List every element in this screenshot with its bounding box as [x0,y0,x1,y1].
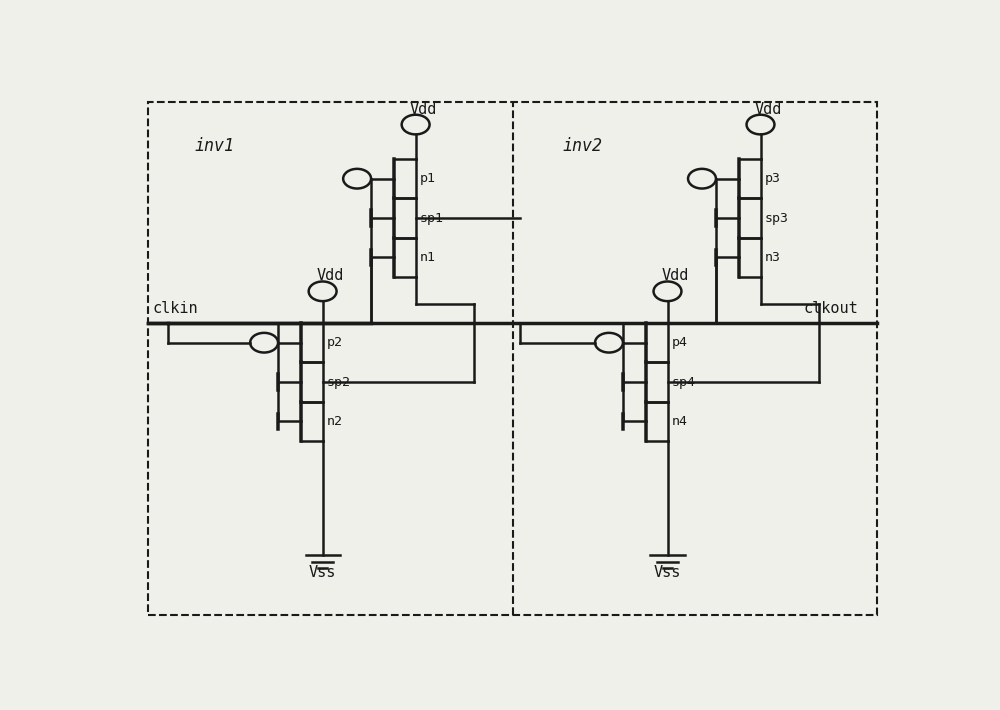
Text: sp2: sp2 [326,376,351,388]
Text: n2: n2 [326,415,342,428]
Text: Vdd: Vdd [662,268,689,283]
Text: n4: n4 [671,415,687,428]
Text: n1: n1 [420,251,436,264]
Text: Vss: Vss [309,565,336,580]
Text: sp4: sp4 [671,376,695,388]
Text: sp1: sp1 [420,212,444,224]
Text: p3: p3 [764,173,780,185]
Text: clkin: clkin [152,301,198,316]
Text: sp3: sp3 [764,212,788,224]
Text: p4: p4 [671,337,687,349]
Text: clkout: clkout [803,301,858,316]
Text: Vdd: Vdd [317,268,344,283]
Text: inv1: inv1 [195,137,235,155]
Text: Vdd: Vdd [410,102,437,117]
Text: Vss: Vss [654,565,681,580]
Text: Vdd: Vdd [755,102,782,117]
Text: n3: n3 [764,251,780,264]
Text: inv2: inv2 [563,137,603,155]
Text: p1: p1 [420,173,436,185]
Text: p2: p2 [326,337,342,349]
